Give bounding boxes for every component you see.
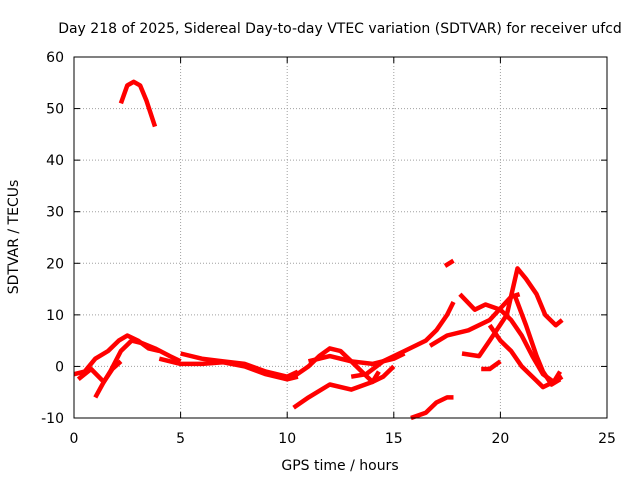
series-arc-11 — [410, 395, 454, 421]
series-arc-6 — [180, 351, 299, 379]
series-arc-18 — [481, 359, 502, 372]
axis-ticks: 0 5 10 15 20 25 -10 0 10 20 30 40 50 60 — [41, 50, 616, 447]
x-tick-label: 5 — [176, 431, 185, 447]
y-tick-label: 40 — [46, 153, 64, 169]
series-arc-12 — [443, 258, 455, 268]
y-tick-label: 20 — [46, 256, 64, 272]
series-arc-4 — [93, 359, 123, 399]
x-tick-label: 10 — [278, 431, 296, 447]
series-arc-1 — [118, 79, 158, 128]
y-tick-label: 10 — [46, 308, 64, 324]
y-tick-label: 0 — [55, 359, 64, 375]
y-tick-label: -10 — [41, 411, 64, 427]
grid — [74, 57, 607, 418]
y-tick-label: 60 — [46, 50, 64, 66]
y-tick-label: 50 — [46, 102, 64, 118]
x-axis-label: GPS time / hours — [281, 458, 398, 474]
series-arc-10 — [350, 301, 456, 379]
series-arc-7 — [292, 346, 381, 385]
x-tick-label: 25 — [598, 431, 616, 447]
x-tick-label: 15 — [385, 431, 403, 447]
x-tick-label: 20 — [491, 431, 509, 447]
series-arc-17 — [513, 296, 562, 387]
chart-title: Day 218 of 2025, Sidereal Day-to-day VTE… — [58, 21, 622, 37]
y-axis-label: SDTVAR / TECUs — [6, 180, 22, 295]
x-tick-label: 0 — [70, 431, 79, 447]
series-arc-9 — [292, 364, 396, 410]
series-arc-3 — [76, 338, 182, 385]
series-arc-15 — [461, 266, 564, 359]
plot-frame — [73, 56, 608, 419]
series-arc-8 — [307, 351, 406, 367]
data-series — [73, 79, 564, 421]
series-arc-14 — [458, 292, 564, 385]
y-tick-label: 30 — [46, 205, 64, 221]
